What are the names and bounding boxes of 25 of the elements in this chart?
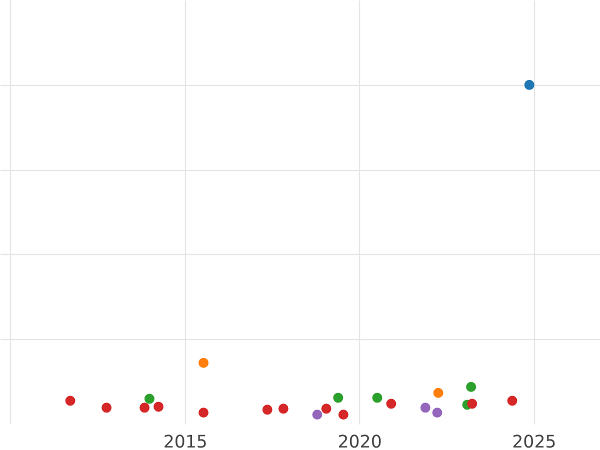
point: [198, 408, 209, 418]
x-tick-label: 2025: [512, 432, 556, 450]
x-tick-label: 2015: [163, 432, 208, 450]
point: [65, 396, 76, 406]
point: [312, 410, 322, 420]
point: [102, 402, 112, 413]
point: [154, 402, 164, 412]
point: [278, 404, 288, 414]
point: [262, 404, 272, 415]
point: [333, 392, 344, 403]
point: [524, 80, 534, 90]
point: [338, 410, 348, 420]
point: [372, 392, 382, 403]
x-tick-label: 2020: [338, 432, 382, 450]
point: [466, 382, 476, 392]
point: [420, 402, 430, 413]
point: [507, 396, 518, 406]
point: [144, 394, 154, 404]
point: [386, 398, 396, 409]
point: [140, 402, 150, 413]
point: [321, 404, 332, 414]
point: [432, 408, 442, 418]
point: [467, 398, 478, 409]
point: [198, 358, 209, 368]
point: [433, 388, 444, 398]
